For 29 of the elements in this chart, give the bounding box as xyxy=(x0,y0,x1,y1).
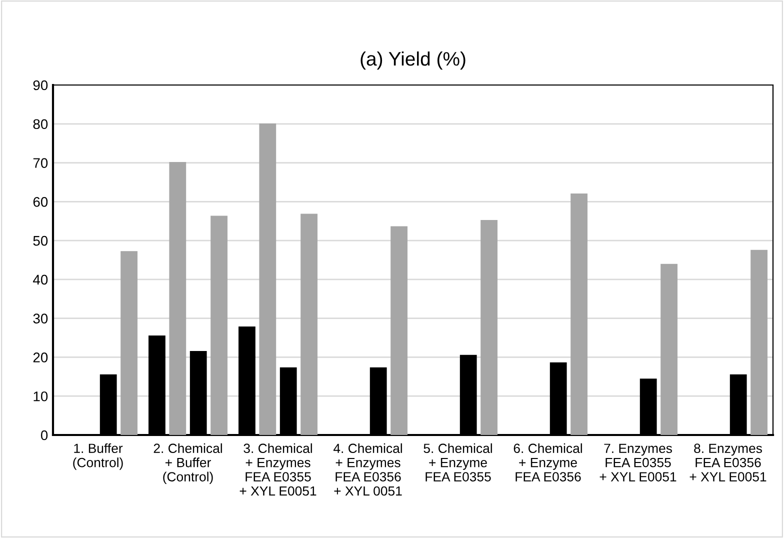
y-tick-label: 60 xyxy=(33,197,48,207)
y-tick-label: 70 xyxy=(33,158,48,168)
x-tick-label: 4. Chemical + Enzymes FEA E0356 + XYL 0051 xyxy=(333,443,402,496)
x-tick-label: 1. Buffer (Control) xyxy=(73,443,123,470)
x-tick-label: 2. Chemical + Buffer (Control) xyxy=(154,443,222,484)
x-tick-label: 8. Enzymes FEA E0356 + XYL E0051 xyxy=(690,444,766,482)
x-tick-label: 5. Chemical + Enzyme FEA E0355 xyxy=(424,443,492,482)
bar xyxy=(300,214,318,435)
x-tick-label: 7. Enzymes FEA E0355 + XYL E0051 xyxy=(600,444,676,482)
bar xyxy=(169,162,186,435)
y-tick-label: 20 xyxy=(33,352,48,362)
y-tick-label: 80 xyxy=(33,119,48,130)
chart-title: (a) Yield (%) xyxy=(360,51,466,70)
y-tick-label: 30 xyxy=(33,314,48,324)
x-tick-label: 3. Chemical + Enzymes FEA E0355 + XYL E0051 xyxy=(240,443,316,496)
y-tick-label: 40 xyxy=(33,274,48,285)
bar xyxy=(570,194,588,435)
bar xyxy=(750,250,768,435)
bar xyxy=(390,226,408,435)
bar xyxy=(120,251,138,435)
y-tick-label: 0 xyxy=(40,430,48,440)
y-tick-label: 90 xyxy=(33,80,48,90)
bar xyxy=(210,216,228,435)
bar xyxy=(480,220,498,435)
bar xyxy=(660,264,678,435)
x-tick-label: 6. Chemical + Enzyme FEA E0356 xyxy=(514,443,582,482)
bar xyxy=(259,124,276,435)
y-tick-label: 10 xyxy=(34,391,48,402)
y-tick-label: 50 xyxy=(33,236,48,246)
